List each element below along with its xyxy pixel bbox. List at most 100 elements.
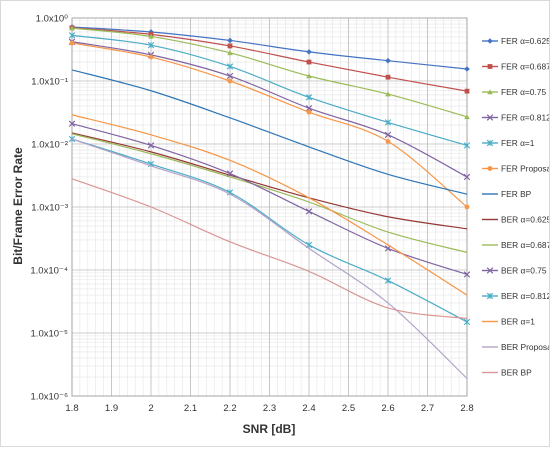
y-tick-label: 1.0x10⁻⁴ [30, 266, 68, 277]
data-point [463, 318, 471, 326]
x-tick-label: 1.9 [105, 403, 118, 414]
legend-entry: BER α=1 [482, 317, 535, 327]
series-ber-0-625 [71, 132, 468, 230]
data-point [486, 114, 494, 121]
legend-entry: BER α=0.6875 [482, 240, 550, 250]
legend-label: FER α=0.6875 [501, 62, 549, 72]
legend-entry: FER α=0.625 [482, 36, 550, 46]
y-tick-label: 1.0x10⁻² [31, 140, 68, 151]
legend-entry: BER Proposal [482, 342, 550, 352]
series-line [71, 27, 468, 118]
data-point [487, 89, 493, 95]
data-point [306, 49, 312, 55]
legend-label: FER α=0.8125 [501, 113, 549, 123]
data-point [385, 138, 391, 144]
data-point [487, 166, 493, 171]
data-point [305, 94, 313, 101]
series-line [71, 41, 468, 178]
legend-label: FER BP [501, 189, 532, 199]
series-line [71, 26, 468, 70]
data-point [68, 32, 76, 39]
x-tick-label: 2.5 [342, 403, 355, 414]
series-fer-proposal [69, 40, 470, 210]
legend-entry: BER α=0.8125 [482, 291, 550, 301]
data-point [226, 63, 234, 70]
legend-entry: FER α=0.8125 [482, 113, 550, 123]
data-point [148, 33, 154, 39]
data-point [226, 72, 234, 80]
series-line [71, 34, 468, 146]
data-point [147, 42, 155, 49]
legend-label: FER α=0.75 [501, 87, 546, 97]
series-ber-1 [71, 114, 468, 296]
data-point [227, 37, 233, 44]
data-point [463, 142, 471, 149]
series-fer-1 [68, 32, 471, 149]
legend-entry: BER BP [482, 368, 532, 378]
series-line [71, 114, 468, 296]
legend: FER α=0.625 FER α=0.6875 FER α=0.75 FER α=0… [482, 36, 550, 378]
series-fer-0-75 [69, 25, 470, 120]
data-point [305, 104, 313, 112]
data-point [306, 73, 312, 79]
legend-entry: FER α=0.75 [482, 87, 546, 97]
legend-entry: FER α=0.6875 [482, 62, 550, 72]
series-line [71, 27, 468, 92]
data-point [384, 277, 392, 284]
data-point [226, 170, 234, 177]
data-point [68, 120, 76, 127]
data-point [148, 54, 154, 60]
legend-label: BER Proposal [501, 342, 549, 352]
series-ber-bp [71, 178, 468, 320]
legend-entry: BER α=0.625 [482, 215, 550, 225]
legend-label: BER α=1 [501, 317, 535, 327]
data-point [69, 40, 75, 46]
series-line [71, 132, 468, 230]
y-axis-label: Bit/Frame Error Rate [11, 147, 25, 265]
legend-label: FER α=0.625 [501, 36, 549, 46]
data-point [486, 139, 494, 147]
data-point [384, 119, 392, 126]
data-point [69, 25, 75, 31]
series-line [71, 123, 468, 276]
y-tick-label: 1.0x10⁰ [36, 14, 69, 25]
series-line [71, 138, 468, 379]
legend-entry: FER BP [482, 189, 532, 199]
x-tick-label: 2.2 [223, 403, 236, 414]
legend-label: BER α=0.6875 [501, 240, 549, 250]
x-tick-label: 2.6 [381, 403, 394, 414]
x-tick-label: 2.8 [460, 403, 473, 414]
legend-label: FER α=1 [501, 138, 535, 148]
data-point [385, 57, 391, 64]
data-point [464, 66, 470, 72]
legend-label: FER Proposal [501, 164, 549, 174]
data-point [464, 114, 470, 120]
data-point [463, 271, 471, 278]
data-point [306, 59, 312, 65]
series-line [71, 69, 468, 195]
series-ber-0-6875 [71, 133, 468, 254]
x-tick-label: 2 [148, 403, 153, 414]
x-tick-label: 2.7 [421, 403, 434, 414]
series-ber-0-8125 [68, 135, 471, 326]
data-point [384, 131, 392, 139]
data-point [464, 88, 470, 94]
series-line [71, 178, 468, 320]
data-point [487, 38, 493, 44]
legend-label: BER α=0.8125 [501, 291, 549, 301]
data-point [227, 50, 233, 56]
legend-entry: BER α=0.75 [482, 266, 547, 276]
series-group [68, 24, 471, 379]
y-tick-label: 1.0x10⁻⁶ [31, 392, 69, 403]
x-axis-label: SNR [dB] [243, 422, 296, 436]
data-point [385, 91, 391, 97]
series-ber-0-75 [68, 120, 471, 278]
y-tick-label: 1.0x10⁻⁵ [31, 329, 69, 340]
x-tick-label: 2.1 [184, 403, 197, 414]
series-line [71, 138, 468, 323]
legend-label: BER BP [501, 368, 532, 378]
data-point [385, 74, 391, 80]
y-tick-label: 1.0x10⁻¹ [31, 77, 68, 88]
